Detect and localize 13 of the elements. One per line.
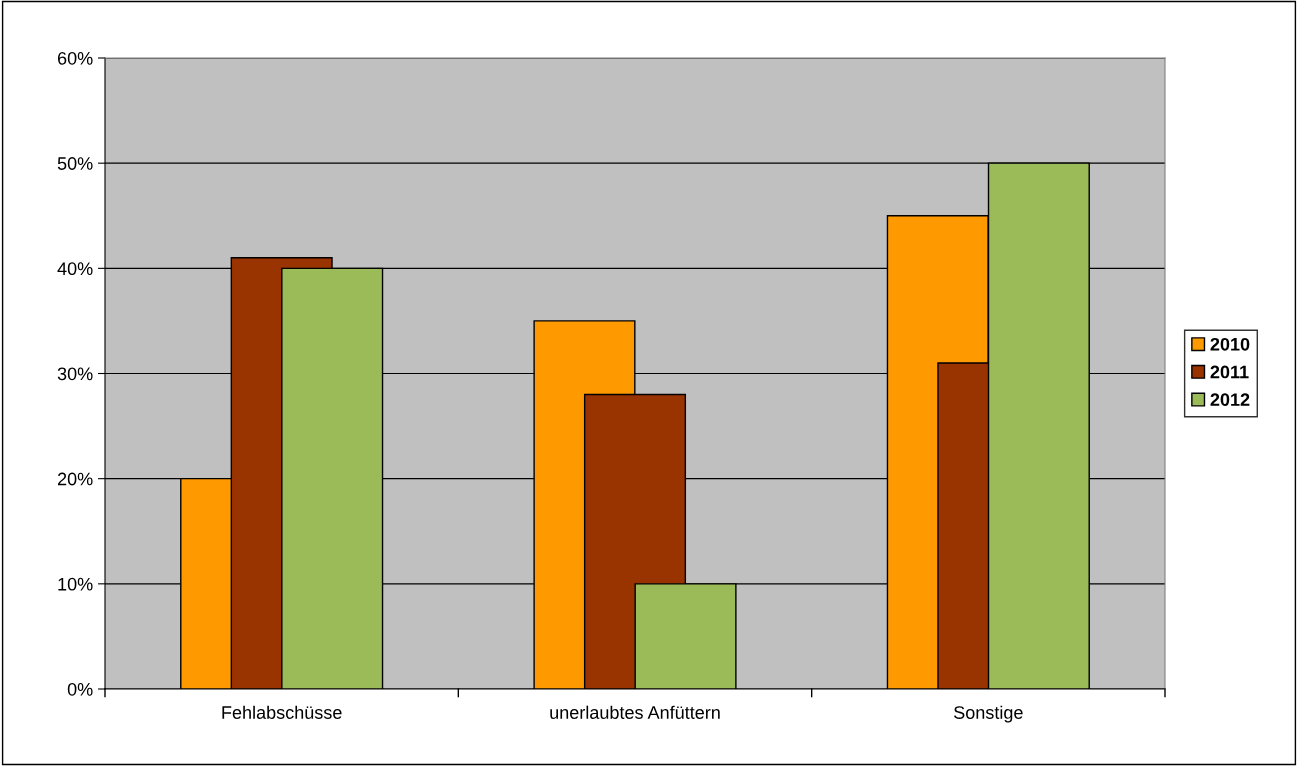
y-tick-label: 50% [57, 157, 93, 170]
y-tick-label: 20% [57, 472, 93, 486]
legend-label: 2011 [1210, 365, 1249, 379]
x-tick-label: Sonstige [954, 705, 1023, 723]
y-tick-label: 30% [57, 367, 93, 381]
x-tick-label: Fehlabschüsse [222, 705, 342, 719]
y-tick-label: 10% [58, 577, 93, 591]
y-tick-label: 0% [67, 682, 93, 696]
legend-label: 2012 [1210, 393, 1250, 407]
x-tick-label: unerlaubtes Anfüttern [550, 705, 720, 719]
y-tick-label: 40% [57, 262, 93, 276]
legend-label: 2010 [1210, 337, 1250, 351]
y-tick-label: 60% [57, 51, 93, 65]
